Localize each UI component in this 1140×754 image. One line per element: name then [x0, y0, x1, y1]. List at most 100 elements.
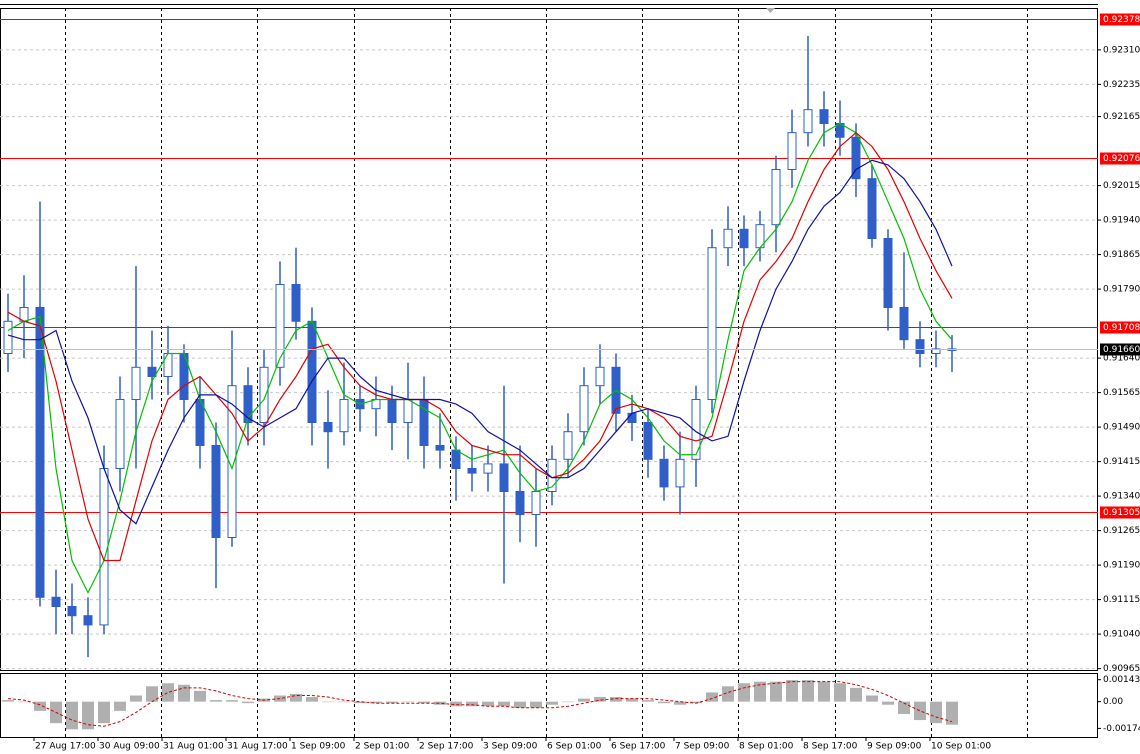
osc-bar	[18, 701, 30, 703]
candle-body	[931, 348, 941, 354]
y-tick-label: 0.91340	[1103, 492, 1140, 502]
osc-bar	[226, 700, 238, 702]
osc-bar	[290, 693, 302, 702]
candle-body	[659, 458, 669, 488]
osc-bar	[866, 695, 878, 702]
y-tick-label: 0.91115	[1103, 595, 1140, 605]
x-tick-label: 6 Sep 01:00	[547, 742, 602, 752]
x-tick-label: 31 Aug 17:00	[227, 742, 288, 752]
osc-bar	[418, 701, 430, 704]
candle-body	[867, 178, 877, 239]
osc-bar	[626, 698, 638, 702]
y-tick-label: 0.92165	[1103, 112, 1140, 122]
moving-average	[7, 131, 953, 562]
osc-bar	[578, 698, 590, 702]
osc-bar	[658, 701, 670, 704]
y-tick-label: 0.90965	[1103, 664, 1140, 674]
last-price-box	[1100, 343, 1140, 356]
osc-bar	[738, 683, 750, 702]
osc-bar	[162, 683, 174, 702]
y-tick-label: 0.91490	[1103, 423, 1140, 433]
candle-body	[915, 339, 925, 354]
x-tick-label: 30 Aug 09:00	[99, 742, 160, 752]
candle-body	[227, 385, 237, 539]
x-tick-label: 10 Sep 01:00	[931, 742, 991, 752]
candle-body	[851, 136, 861, 180]
osc-bar	[594, 697, 606, 702]
osc-bar	[786, 680, 798, 702]
candle-body	[35, 306, 45, 598]
osc-bar	[706, 692, 718, 702]
osc-bar	[386, 701, 398, 704]
candle-body	[451, 449, 461, 470]
osc-y-tick-label: 0.00143	[1103, 675, 1140, 685]
x-tick-label: 1 Sep 09:00	[291, 742, 346, 752]
candle-body	[83, 615, 93, 626]
y-tick-label: 0.91565	[1103, 388, 1140, 398]
osc-signal	[7, 681, 953, 727]
y-tick-label: 0.92310	[1103, 45, 1140, 55]
candle-body	[115, 398, 125, 470]
osc-bar	[322, 701, 334, 703]
osc-bar	[130, 695, 142, 702]
y-tick-label: 0.91790	[1103, 285, 1140, 295]
oscillator-panel-frame	[0, 673, 1098, 738]
level-label-box	[1100, 152, 1140, 165]
candle-body	[243, 385, 253, 423]
osc-bar	[82, 701, 94, 730]
osc-bar	[514, 701, 526, 708]
osc-bar	[402, 701, 414, 703]
candle-body	[51, 596, 61, 608]
osc-bar	[610, 697, 622, 702]
candle-body	[579, 385, 589, 433]
level-label: 0.91305	[1103, 508, 1140, 518]
osc-bar	[498, 701, 510, 707]
osc-bar	[914, 701, 926, 721]
osc-bar	[850, 687, 862, 702]
osc-bar	[450, 701, 462, 707]
candle-body	[99, 468, 109, 626]
osc-y-tick-label: -0.00174	[1103, 724, 1140, 734]
x-tick-label: 27 Aug 17:00	[35, 742, 96, 752]
candle-body	[147, 366, 157, 377]
osc-bar	[530, 701, 542, 708]
candle-body	[483, 463, 493, 474]
osc-bar	[722, 686, 734, 702]
osc-bar	[930, 701, 942, 724]
osc-bar	[882, 701, 894, 705]
candle-body	[339, 398, 349, 433]
last-price-label: 0.91660	[1103, 345, 1140, 355]
x-tick-label: 3 Sep 09:00	[483, 742, 538, 752]
osc-bar	[802, 680, 814, 702]
osc-bar	[690, 701, 702, 704]
osc-y-tick-label: 0.00	[1103, 697, 1123, 707]
osc-bar	[674, 701, 686, 705]
osc-bar	[546, 701, 558, 705]
candle-body	[563, 431, 573, 460]
osc-bar	[946, 701, 958, 725]
candle-body	[403, 398, 413, 423]
candle-body	[627, 412, 637, 423]
osc-bar	[34, 701, 46, 711]
candle-body	[467, 468, 477, 474]
candle-body	[67, 606, 77, 617]
candle-body	[515, 491, 525, 516]
moving-average	[7, 159, 953, 525]
candle-body	[307, 320, 317, 423]
osc-bar	[66, 701, 78, 730]
osc-bar	[562, 701, 574, 703]
y-tick-label: 0.91940	[1103, 216, 1140, 226]
y-tick-label: 0.91640	[1103, 354, 1140, 364]
candle-body	[275, 283, 285, 368]
y-tick-label: 0.91865	[1103, 250, 1140, 260]
x-tick-label: 6 Sep 17:00	[611, 742, 666, 752]
osc-bar	[306, 697, 318, 702]
x-tick-label: 9 Sep 09:00	[867, 742, 922, 752]
candle-body	[787, 132, 797, 170]
y-tick-label: 0.92235	[1103, 80, 1140, 90]
x-tick-label: 2 Sep 01:00	[355, 742, 410, 752]
candle-body	[211, 444, 221, 539]
candle-body	[435, 444, 445, 451]
